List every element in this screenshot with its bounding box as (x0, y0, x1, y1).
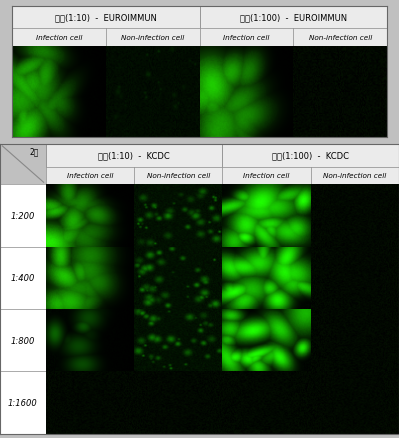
Text: Infection cell: Infection cell (223, 35, 270, 41)
Text: Non-infection cell: Non-infection cell (323, 173, 387, 179)
Text: 1:400: 1:400 (11, 274, 35, 283)
Text: 2차: 2차 (30, 147, 39, 156)
Text: Infection cell: Infection cell (67, 173, 113, 179)
Text: 혁정(1:100)  -  EUROIMMUN: 혁정(1:100) - EUROIMMUN (240, 14, 347, 22)
Text: 혁정(1:100)  -  KCDC: 혁정(1:100) - KCDC (272, 152, 349, 160)
Text: 혁정(1:10)  -  KCDC: 혁정(1:10) - KCDC (98, 152, 170, 160)
Text: Infection cell: Infection cell (243, 173, 290, 179)
Text: 1:1600: 1:1600 (8, 398, 38, 407)
Text: Non-infection cell: Non-infection cell (308, 35, 372, 41)
Text: Non-infection cell: Non-infection cell (121, 35, 184, 41)
Text: Infection cell: Infection cell (36, 35, 82, 41)
Text: 1:800: 1:800 (11, 336, 35, 345)
Text: Non-infection cell: Non-infection cell (147, 173, 210, 179)
Text: 혁정(1:10)  -  EUROIMMUN: 혁정(1:10) - EUROIMMUN (55, 14, 157, 22)
Text: 1:200: 1:200 (11, 212, 35, 220)
